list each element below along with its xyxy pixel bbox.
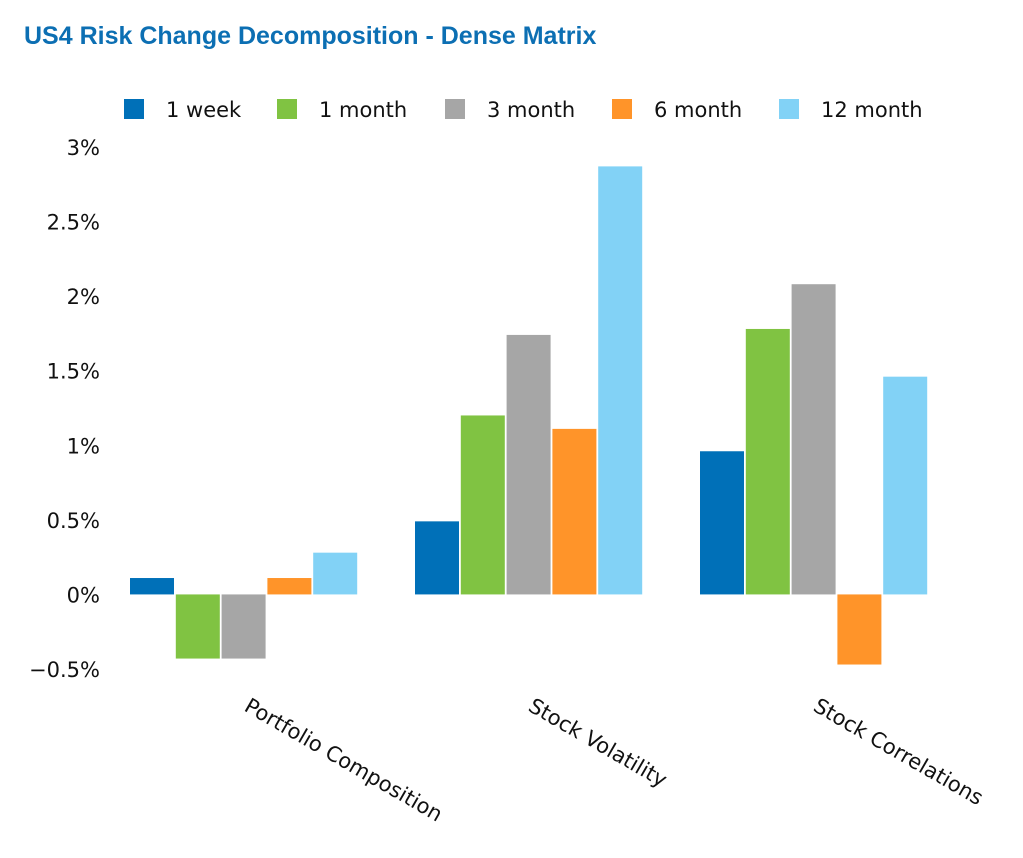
bar-1-2 <box>506 334 551 595</box>
y-tick-label: 0.5% <box>47 509 100 533</box>
y-tick-label: 3% <box>67 136 100 160</box>
legend-label-2: 3 month <box>487 98 575 122</box>
x-axis: Portfolio Composition Stock Volatility Sto… <box>241 694 988 827</box>
bars <box>130 166 928 665</box>
bar-0-3 <box>267 578 312 595</box>
y-tick-label: −0.5% <box>29 658 100 682</box>
chart-title: US4 Risk Change Decomposition - Dense Ma… <box>24 22 597 50</box>
y-tick-label: 0% <box>67 583 100 607</box>
legend: 1 week 1 month 3 month 6 month 12 month <box>124 98 923 122</box>
y-tick-label: 2.5% <box>47 211 100 235</box>
legend-swatch-3 <box>612 99 632 119</box>
bar-1-0 <box>415 521 459 595</box>
bar-0-0 <box>130 578 174 595</box>
legend-label-4: 12 month <box>821 98 923 122</box>
legend-swatch-0 <box>124 99 144 119</box>
legend-label-1: 1 month <box>319 98 407 122</box>
y-tick-label: 1.5% <box>47 360 100 384</box>
y-tick-label: 2% <box>67 285 100 309</box>
bar-1-1 <box>460 415 505 595</box>
legend-swatch-2 <box>445 99 465 119</box>
x-category-label: Portfolio Composition <box>241 694 447 827</box>
bar-2-2 <box>791 284 836 595</box>
legend-swatch-4 <box>779 99 799 119</box>
bar-2-3 <box>837 594 882 665</box>
bar-0-2 <box>221 594 266 659</box>
legend-swatch-1 <box>277 99 297 119</box>
bar-2-1 <box>745 328 790 595</box>
x-category-label: Stock Correlations <box>810 694 988 811</box>
bar-2-0 <box>700 451 744 595</box>
legend-label-0: 1 week <box>166 98 242 122</box>
bar-1-3 <box>552 428 597 595</box>
y-tick-label: 1% <box>67 434 100 458</box>
bar-0-4 <box>313 552 358 595</box>
bar-0-1 <box>175 594 220 659</box>
x-category-label: Stock Volatility <box>525 694 672 793</box>
bar-1-4 <box>598 166 643 595</box>
legend-label-3: 6 month <box>654 98 742 122</box>
bar-2-4 <box>883 376 928 595</box>
y-axis: −0.5% 0% 0.5% 1% 1.5% 2% 2.5% 3% <box>29 136 100 682</box>
